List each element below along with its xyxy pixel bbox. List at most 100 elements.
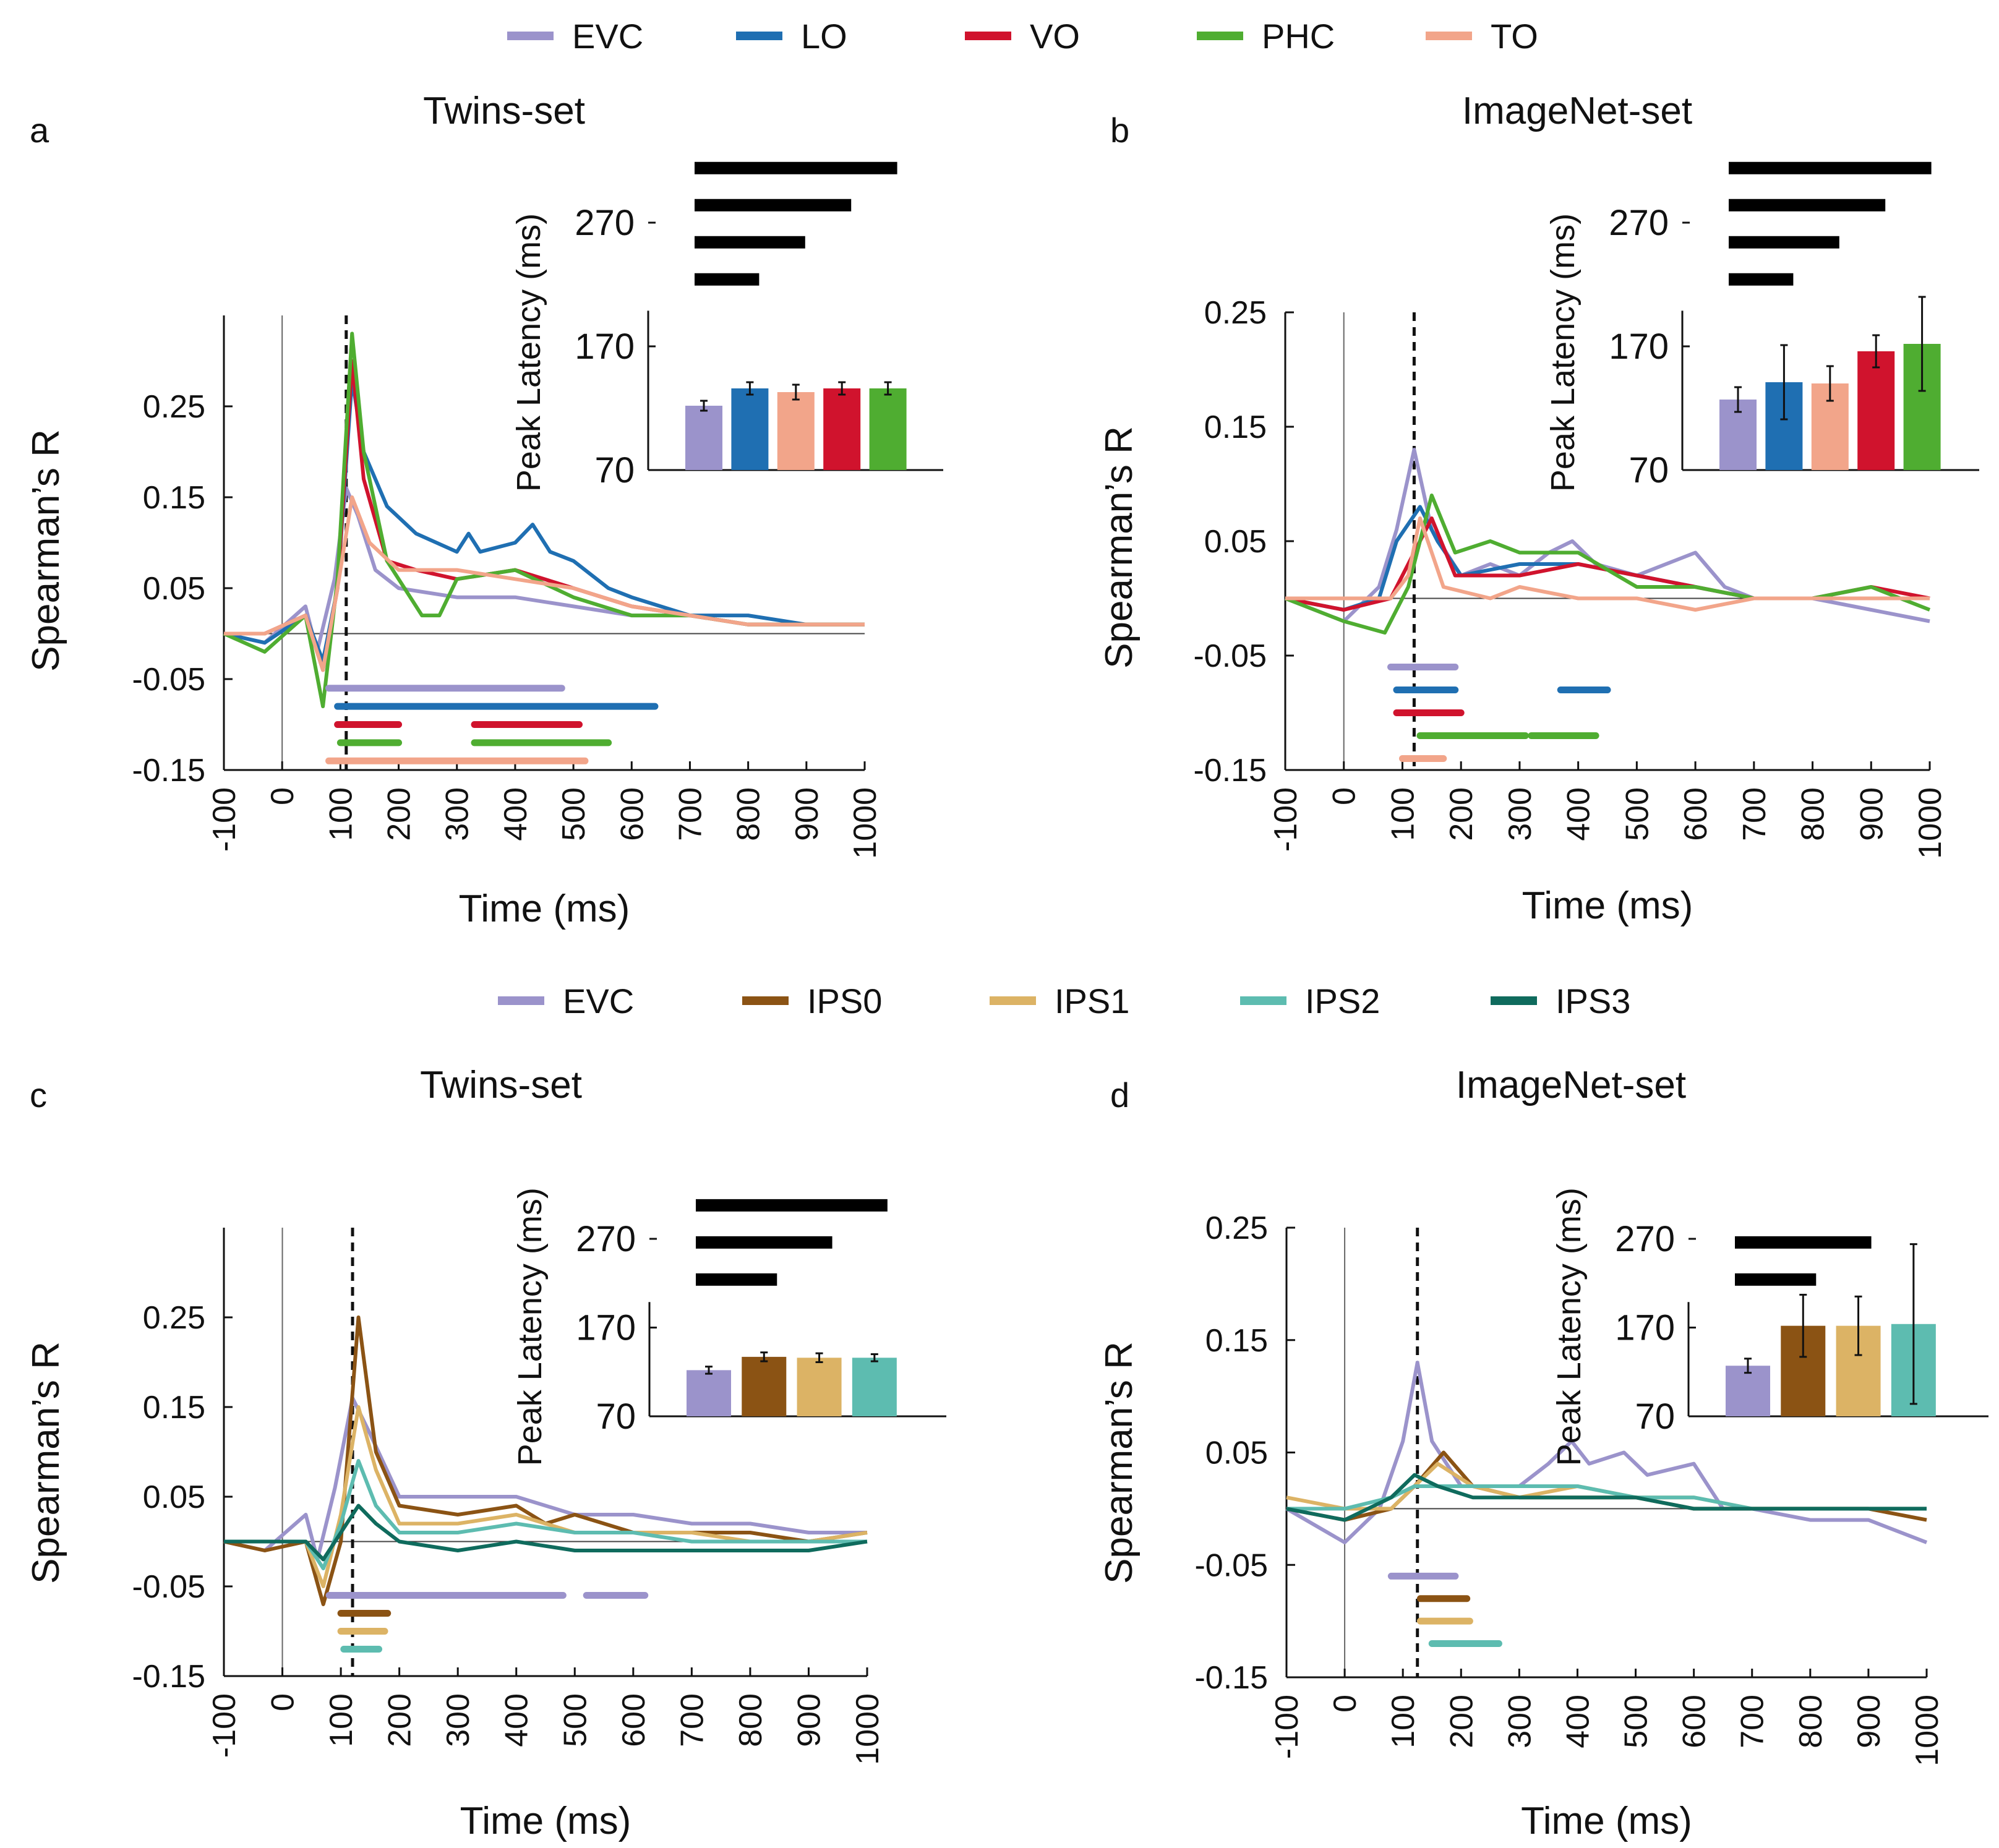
panel-title: Twins-set (420, 1064, 582, 1106)
inset-y-tick-label: 70 (1635, 1397, 1675, 1437)
y-tick-label: 0.25 (143, 1300, 205, 1336)
inset-bar-to (777, 392, 815, 470)
y-tick-label: 0.15 (1205, 1323, 1268, 1359)
x-tick-label: 500 (1619, 787, 1655, 841)
inset-bar-vo (823, 388, 861, 470)
x-tick-label: -100 (1269, 1695, 1305, 1759)
legend-bottom: EVC IPS0 IPS1 IPS2 IPS3 (498, 982, 1630, 1020)
y-tick-label: -0.15 (1193, 753, 1267, 789)
x-tick-label: 0 (265, 1693, 301, 1711)
inset-y-tick-label: 270 (1615, 1219, 1675, 1259)
x-tick-label: 1000 (1909, 1695, 1945, 1766)
x-axis-label: Time (ms) (459, 888, 630, 930)
inset-y-tick-label: 270 (575, 203, 635, 243)
y-tick-label: 0.25 (1204, 295, 1267, 331)
y-tick-label: 0.15 (143, 480, 205, 516)
y-tick-label: -0.15 (132, 753, 205, 789)
x-tick-label: 800 (731, 787, 767, 841)
x-tick-label: 200 (382, 1693, 418, 1747)
x-tick-label: 800 (733, 1693, 769, 1747)
inset-y-axis-label: Peak Latency (ms) (1544, 213, 1582, 492)
x-tick-label: 100 (323, 787, 359, 841)
inset-bar-ips2 (852, 1358, 897, 1416)
series-line-evc (223, 486, 865, 654)
x-tick-label: -100 (207, 787, 242, 852)
x-tick-label: 0 (265, 787, 301, 805)
x-tick-label: 900 (791, 1693, 827, 1747)
y-tick-label: -0.05 (1193, 638, 1267, 674)
inset-y-tick-label: 70 (596, 1397, 636, 1437)
x-tick-label: 500 (557, 1693, 593, 1747)
series-line-evc (223, 1396, 867, 1562)
x-tick-label: 900 (1851, 1695, 1887, 1748)
legend-label-evc: EVC (572, 17, 643, 56)
panel-letter: d (1110, 1076, 1129, 1114)
y-axis-label: Spearman’s R (1098, 426, 1141, 669)
inset-peak-latency: 70 170 270 Peak Latency (ms) (1551, 1187, 1999, 1466)
y-tick-label: 0.25 (143, 389, 205, 425)
x-tick-label: 300 (1502, 1695, 1538, 1748)
x-tick-label: 1000 (1912, 787, 1948, 859)
x-tick-label: 300 (1502, 787, 1538, 841)
inset-y-tick-label: 270 (1609, 203, 1669, 243)
inset-y-tick-label: 170 (575, 327, 635, 367)
inset-bar-evc (685, 406, 722, 470)
inset-y-tick-label: 170 (1615, 1308, 1675, 1348)
inset-peak-latency: 70 170 270 Peak Latency (ms) (1544, 161, 1992, 492)
y-tick-label: 0.15 (143, 1390, 205, 1426)
y-tick-label: 0.25 (1205, 1210, 1268, 1246)
x-tick-label: 300 (440, 787, 476, 841)
series-line-to (224, 495, 865, 672)
inset-peak-latency: 70 170 270 Peak Latency (ms) (510, 161, 956, 492)
inset-y-tick-label: 70 (1629, 450, 1669, 490)
x-tick-label: 600 (1677, 1695, 1713, 1748)
series-line-ips0 (223, 1315, 868, 1606)
y-axis-label: Spearman’s R (25, 429, 67, 672)
inset-bar-ips1 (797, 1358, 842, 1416)
x-tick-label: 1000 (847, 787, 883, 859)
panel-letter: b (1110, 111, 1129, 150)
y-tick-label: 0.05 (1204, 524, 1267, 560)
inset-y-tick-label: 170 (1609, 327, 1669, 367)
panel-a: a Twins-set -0.15 -0.05 0.05 0.15 0.25 -100 0 100… (25, 90, 956, 930)
x-tick-label: 500 (556, 787, 592, 841)
legend-label-phc: PHC (1262, 17, 1335, 56)
x-tick-label: 900 (1854, 787, 1890, 841)
inset-y-tick-label: 170 (576, 1308, 636, 1348)
x-tick-label: 0 (1327, 1695, 1363, 1713)
x-tick-label: 400 (1561, 787, 1597, 841)
panel-title: ImageNet-set (1462, 90, 1692, 132)
x-tick-label: 400 (498, 787, 534, 841)
y-tick-label: -0.05 (1194, 1547, 1268, 1583)
x-tick-label: -100 (207, 1693, 242, 1758)
y-tick-label: -0.15 (132, 1659, 205, 1695)
x-tick-label: 100 (1385, 787, 1421, 841)
x-tick-label: 200 (1444, 1695, 1479, 1748)
x-tick-label: 900 (789, 787, 825, 841)
x-tick-label: -100 (1268, 787, 1304, 852)
inset-bar-evc (1726, 1366, 1770, 1416)
panel-title: Twins-set (423, 90, 585, 132)
inset-bar-vo (1857, 351, 1895, 470)
x-tick-label: 800 (1793, 1695, 1829, 1748)
inset-bar-lo (731, 388, 769, 470)
inset-y-axis-label: Peak Latency (ms) (512, 1187, 549, 1466)
inset-y-tick-label: 270 (576, 1219, 636, 1259)
legend-label-ips1: IPS1 (1055, 982, 1129, 1020)
x-tick-label: 500 (1619, 1695, 1654, 1748)
legend-top: EVC LO VO PHC TO (507, 17, 1538, 56)
legend-label-to: TO (1491, 17, 1538, 56)
y-tick-label: -0.05 (132, 662, 205, 698)
inset-y-axis-label: Peak Latency (ms) (510, 213, 547, 492)
inset-y-axis-label: Peak Latency (ms) (1551, 1187, 1588, 1466)
y-tick-label: 0.15 (1204, 409, 1267, 445)
legend-label-ips0: IPS0 (807, 982, 882, 1020)
series-line-ips3 (224, 1504, 868, 1562)
x-axis-label: Time (ms) (460, 1800, 631, 1842)
x-axis-label: Time (ms) (1521, 1800, 1692, 1842)
x-tick-label: 600 (614, 787, 650, 841)
inset-bar-evc (687, 1370, 731, 1416)
series-line-phc (1284, 494, 1931, 635)
series-line-ips3 (1286, 1473, 1927, 1522)
x-tick-label: 300 (440, 1693, 476, 1747)
